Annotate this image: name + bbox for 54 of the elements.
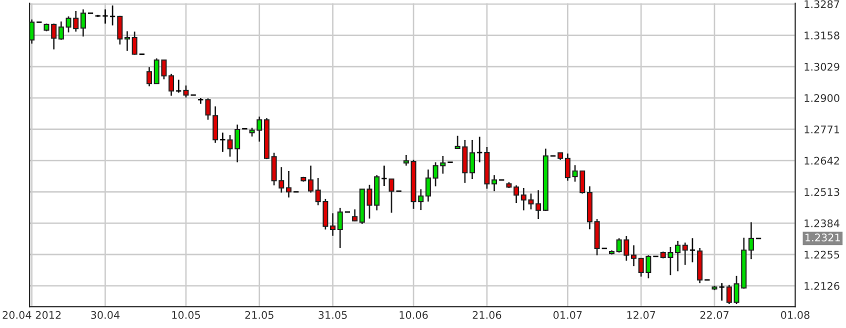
y-tick-label: 1.2384 (804, 219, 840, 228)
candlestick (80, 8, 86, 38)
x-tick-label: 01.08 (781, 311, 810, 319)
x-tick-label: 21.06 (472, 311, 502, 319)
candlestick (58, 20, 64, 41)
y-tick-label: 1.2642 (804, 156, 839, 165)
candlestick (352, 208, 358, 222)
candlestick (388, 178, 394, 214)
candlestick (308, 164, 314, 194)
candlestick (219, 132, 226, 153)
candlestick (286, 170, 292, 198)
candlestick (726, 284, 732, 305)
candlestick (536, 189, 542, 220)
x-tick-label: 10.06 (400, 311, 428, 319)
candlestick (117, 15, 123, 46)
x-tick-label: 20.04 2012 (2, 311, 61, 319)
x-tick-label: 12.07 (627, 311, 656, 319)
candlestick (403, 154, 409, 166)
candlestick (675, 240, 681, 272)
x-tick-label: 22.07 (700, 311, 729, 319)
candlestick (492, 174, 498, 192)
candlestick (337, 207, 343, 249)
candlestick (425, 168, 431, 202)
x-tick-label: 31.05 (318, 311, 347, 319)
candlestick (146, 66, 152, 87)
candlestick (124, 30, 130, 52)
x-tick-label: 01.07 (553, 311, 582, 319)
y-tick-label: 1.2900 (804, 94, 840, 102)
candlestick (682, 242, 688, 266)
y-tick-label: 1.2771 (804, 125, 840, 134)
x-tick-label: 10.05 (172, 311, 200, 319)
candlestick (748, 222, 754, 260)
candlestick (330, 212, 336, 236)
x-tick-label: 30.04 (91, 311, 120, 319)
candlestick (564, 152, 570, 182)
candlestick (168, 73, 174, 96)
candlestick (689, 238, 696, 263)
y-tick-label: 1.2126 (804, 282, 840, 290)
candlestick (109, 4, 116, 26)
y-tick-label: 1.3029 (804, 62, 840, 71)
candlestick (175, 79, 182, 94)
text: 1.2321 (806, 234, 840, 242)
candlestick (514, 184, 520, 204)
y-tick-label: 1.3287 (804, 0, 840, 8)
candlestick (469, 139, 476, 180)
y-tick-label: 1.2255 (804, 250, 840, 259)
x-tick-label: 21.05 (245, 311, 274, 319)
y-tick-label: 1.3158 (804, 32, 840, 40)
candlestick (102, 8, 108, 24)
candlestick (183, 84, 189, 98)
candlestick (630, 244, 637, 267)
candlestick (132, 30, 138, 56)
y-tick-label: 1.2513 (804, 188, 840, 196)
candlestick (205, 98, 211, 120)
